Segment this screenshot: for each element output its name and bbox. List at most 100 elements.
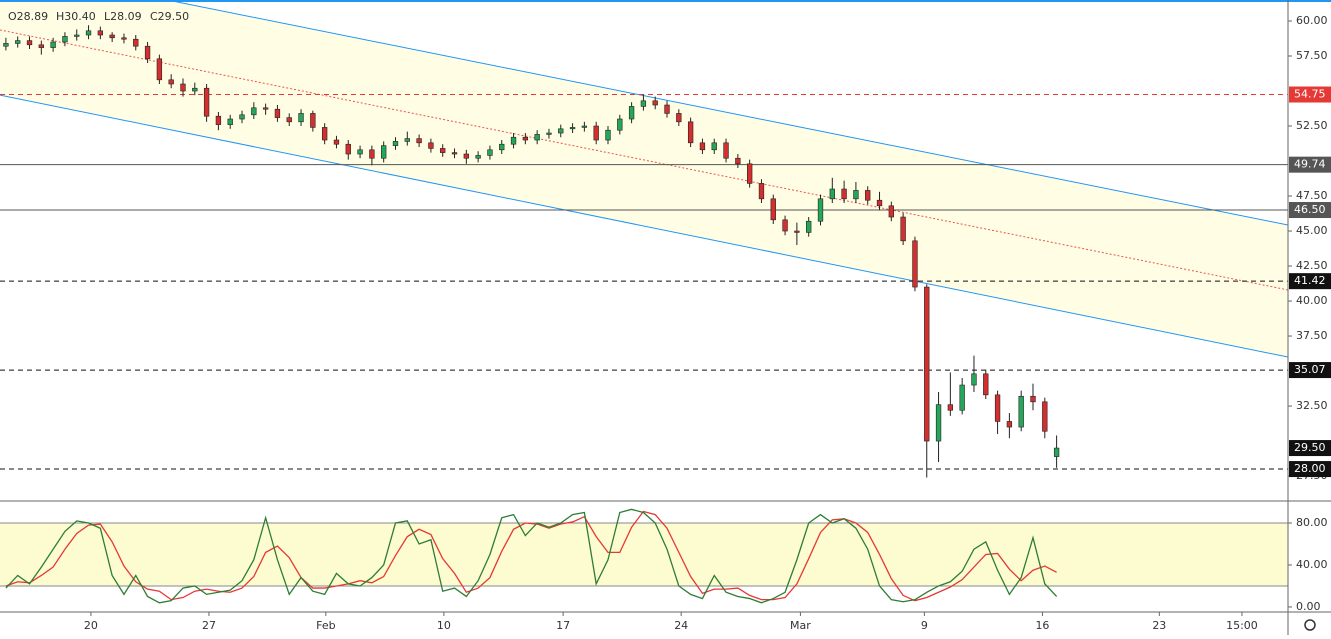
candle-body bbox=[1006, 421, 1013, 428]
candle-body bbox=[758, 183, 765, 200]
candle-body bbox=[794, 230, 800, 233]
candle-body bbox=[876, 199, 883, 207]
candle-body bbox=[522, 136, 529, 141]
level-label-box bbox=[1289, 156, 1331, 173]
candle-body bbox=[664, 104, 670, 114]
level-label: 54.75 bbox=[1294, 88, 1326, 101]
candle-body bbox=[357, 149, 363, 155]
candle-body bbox=[333, 139, 340, 145]
candle-body bbox=[168, 79, 174, 85]
candle-body bbox=[133, 38, 139, 47]
candle-body bbox=[806, 220, 812, 233]
candle-body bbox=[817, 198, 824, 222]
candle-body bbox=[912, 240, 918, 288]
level-label-box bbox=[1289, 362, 1331, 379]
candle-body bbox=[416, 138, 422, 144]
x-tick-label: 23 bbox=[1152, 619, 1166, 632]
channel-fill bbox=[0, 0, 1288, 358]
level-label: 41.42 bbox=[1294, 274, 1326, 287]
candle-body bbox=[841, 188, 847, 200]
candle-body bbox=[38, 44, 44, 48]
channel-middle bbox=[0, 29, 1288, 291]
candle-body bbox=[853, 190, 859, 200]
candle-body bbox=[392, 141, 399, 146]
level-label-box bbox=[1289, 273, 1331, 290]
candle-body bbox=[605, 129, 611, 141]
ohlc-high: H30.40 bbox=[56, 10, 96, 23]
y-tick-label: 45.00 bbox=[1296, 224, 1328, 237]
candle-body bbox=[26, 40, 33, 46]
ohlc-legend: O28.89 H30.40 L28.09 C29.50 bbox=[8, 10, 189, 23]
candle-body bbox=[534, 134, 540, 141]
candle-body bbox=[251, 107, 257, 116]
candle-body bbox=[121, 37, 127, 40]
y-tick-label: 42.50 bbox=[1296, 259, 1328, 272]
candle-body bbox=[581, 125, 588, 128]
candle-body bbox=[203, 87, 210, 117]
candle-body bbox=[109, 34, 115, 39]
candle-body bbox=[546, 132, 552, 135]
stoch-band bbox=[0, 522, 1288, 586]
top-border bbox=[0, 0, 1331, 2]
candle-body bbox=[192, 87, 198, 92]
level-label: 28.00 bbox=[1294, 462, 1326, 475]
x-tick-label: 27 bbox=[202, 619, 216, 632]
candle-body bbox=[62, 36, 68, 43]
candle-body bbox=[593, 125, 599, 141]
candle-body bbox=[558, 128, 564, 134]
candle-body bbox=[829, 188, 835, 200]
candle-body bbox=[888, 205, 894, 218]
y-tick-label: 60.00 bbox=[1296, 14, 1328, 27]
last-price-label-box bbox=[1289, 440, 1331, 457]
candle-body bbox=[74, 34, 80, 37]
candle-body bbox=[85, 30, 92, 36]
candle-body bbox=[97, 30, 104, 36]
stoch-line bbox=[5, 508, 1058, 604]
candle-body bbox=[499, 143, 505, 151]
channel-upper bbox=[164, 0, 1288, 226]
candle-body bbox=[156, 58, 163, 81]
candle-body bbox=[782, 219, 788, 232]
candle-body bbox=[321, 127, 328, 141]
y-tick-label: 40.00 bbox=[1296, 294, 1328, 307]
candle-body bbox=[676, 113, 682, 123]
candle-body bbox=[971, 373, 977, 386]
candle-body bbox=[50, 41, 56, 48]
stoch-y-tick-label: 40.00 bbox=[1296, 558, 1328, 571]
candle-body bbox=[900, 216, 906, 242]
candle-body bbox=[144, 45, 151, 60]
candle-body bbox=[640, 100, 647, 107]
x-tick-label: 24 bbox=[674, 619, 688, 632]
candle-body bbox=[770, 198, 776, 221]
candle-body bbox=[865, 190, 871, 201]
candle-body bbox=[959, 384, 965, 411]
candle-body bbox=[286, 117, 292, 123]
candle-body bbox=[935, 404, 942, 442]
y-tick-label: 32.50 bbox=[1296, 399, 1328, 412]
candle-body bbox=[428, 142, 434, 149]
level-label: 35.07 bbox=[1294, 363, 1326, 376]
ohlc-open: O28.89 bbox=[8, 10, 48, 23]
last-price-label: 29.50 bbox=[1294, 441, 1326, 454]
y-tick-label: 37.50 bbox=[1296, 329, 1328, 342]
channel-lower bbox=[0, 94, 1288, 358]
stoch-y-tick-label: 0.00 bbox=[1296, 600, 1321, 613]
level-label: 46.50 bbox=[1294, 203, 1326, 216]
candle-body bbox=[180, 83, 186, 92]
candle-body bbox=[369, 149, 375, 159]
candle-body bbox=[310, 113, 316, 128]
level-label-box bbox=[1289, 202, 1331, 219]
y-tick-label: 52.50 bbox=[1296, 119, 1328, 132]
candle-body bbox=[924, 286, 930, 442]
axes: 60.00 57.50 52.50 47.50 45.00 42.50 40.00 37.50… bbox=[84, 14, 1331, 632]
x-tick-label: 20 bbox=[84, 619, 98, 632]
x-tick-label: 17 bbox=[556, 619, 570, 632]
candle-body bbox=[735, 157, 741, 165]
level-label-box bbox=[1289, 461, 1331, 478]
candle-body bbox=[3, 43, 9, 47]
level-label: 49.74 bbox=[1294, 158, 1326, 171]
candle-body bbox=[451, 152, 458, 155]
candle-body bbox=[947, 404, 954, 411]
settings-icon[interactable] bbox=[1304, 619, 1316, 631]
